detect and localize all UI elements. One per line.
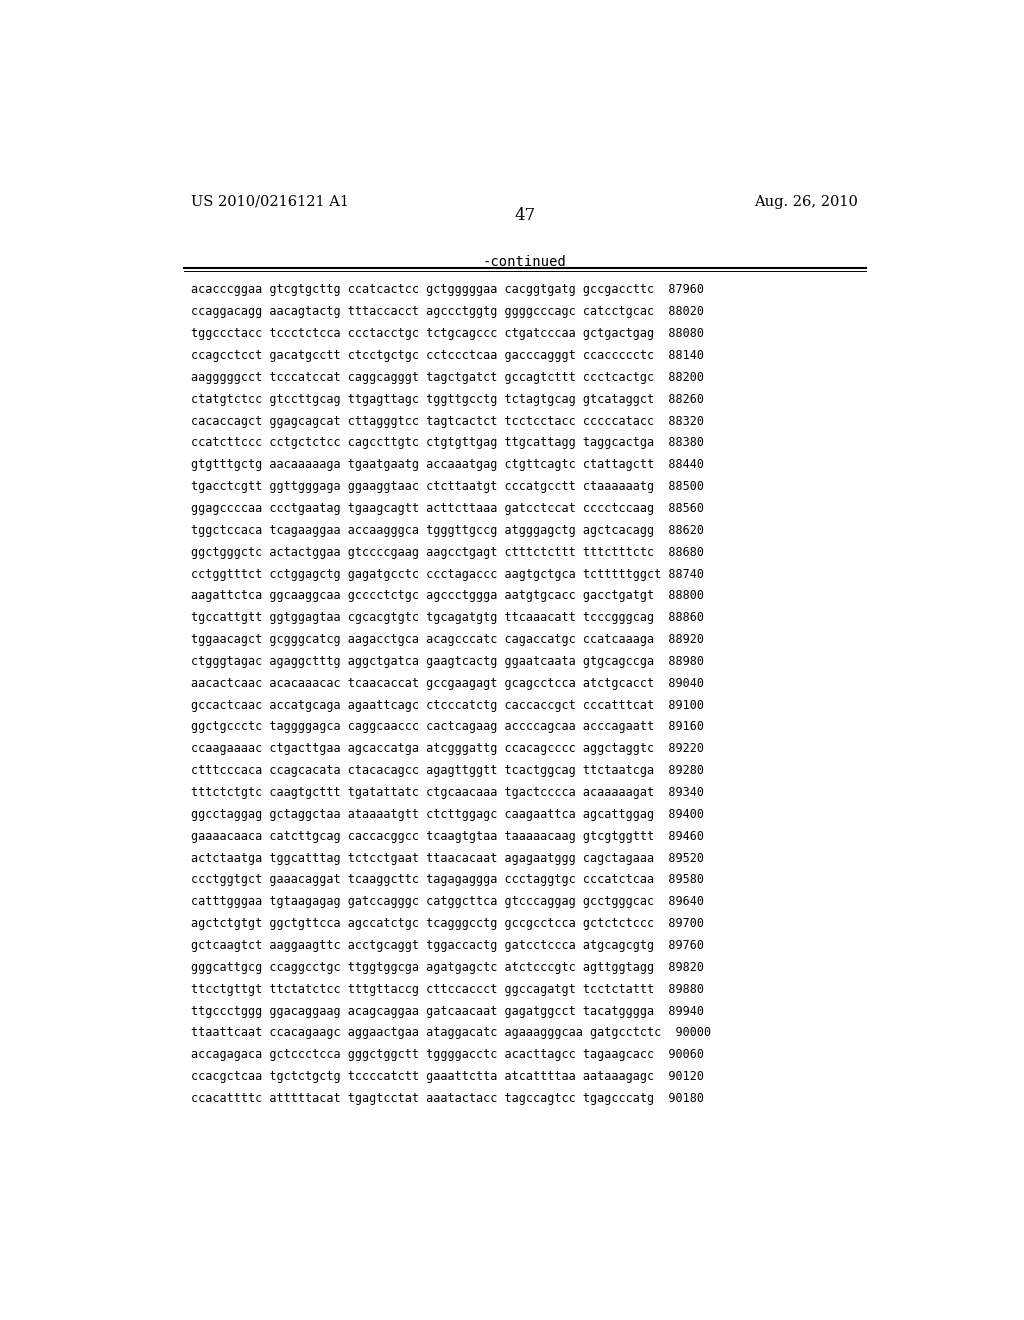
Text: ctttcccaca ccagcacata ctacacagcc agagttggtt tcactggcag ttctaatcga  89280: ctttcccaca ccagcacata ctacacagcc agagttg… (191, 764, 705, 777)
Text: ccaagaaaac ctgacttgaa agcaccatga atcgggattg ccacagcccc aggctaggtc  89220: ccaagaaaac ctgacttgaa agcaccatga atcggga… (191, 742, 705, 755)
Text: actctaatga tggcatttag tctcctgaat ttaacacaat agagaatggg cagctagaaa  89520: actctaatga tggcatttag tctcctgaat ttaacac… (191, 851, 705, 865)
Text: tgacctcgtt ggttgggaga ggaaggtaac ctcttaatgt cccatgcctt ctaaaaaatg  88500: tgacctcgtt ggttgggaga ggaaggtaac ctcttaa… (191, 480, 705, 494)
Text: gctcaagtct aaggaagttc acctgcaggt tggaccactg gatcctccca atgcagcgtg  89760: gctcaagtct aaggaagttc acctgcaggt tggacca… (191, 939, 705, 952)
Text: tttctctgtc caagtgcttt tgatattatc ctgcaacaaa tgactcccca acaaaaagat  89340: tttctctgtc caagtgcttt tgatattatc ctgcaac… (191, 785, 705, 799)
Text: acacccggaa gtcgtgcttg ccatcactcc gctgggggaa cacggtgatg gccgaccttc  87960: acacccggaa gtcgtgcttg ccatcactcc gctgggg… (191, 284, 705, 297)
Text: ttgccctggg ggacaggaag acagcaggaa gatcaacaat gagatggcct tacatgggga  89940: ttgccctggg ggacaggaag acagcaggaa gatcaac… (191, 1005, 705, 1018)
Text: ggagccccaa ccctgaatag tgaagcagtt acttcttaaa gatcctccat cccctccaag  88560: ggagccccaa ccctgaatag tgaagcagtt acttctt… (191, 502, 705, 515)
Text: ccagcctcct gacatgcctt ctcctgctgc cctccctcaa gacccagggt ccaccccctc  88140: ccagcctcct gacatgcctt ctcctgctgc cctccct… (191, 348, 705, 362)
Text: catttgggaa tgtaagagag gatccagggc catggcttca gtcccaggag gcctgggcac  89640: catttgggaa tgtaagagag gatccagggc catggct… (191, 895, 705, 908)
Text: gccactcaac accatgcaga agaattcagc ctcccatctg caccaccgct cccatttcat  89100: gccactcaac accatgcaga agaattcagc ctcccat… (191, 698, 705, 711)
Text: gtgtttgctg aacaaaaaga tgaatgaatg accaaatgag ctgttcagtc ctattagctt  88440: gtgtttgctg aacaaaaaga tgaatgaatg accaaat… (191, 458, 705, 471)
Text: ccatcttccc cctgctctcc cagccttgtc ctgtgttgag ttgcattagg taggcactga  88380: ccatcttccc cctgctctcc cagccttgtc ctgtgtt… (191, 437, 705, 449)
Text: tggaacagct gcgggcatcg aagacctgca acagcccatc cagaccatgc ccatcaaaga  88920: tggaacagct gcgggcatcg aagacctgca acagccc… (191, 634, 705, 645)
Text: aacactcaac acacaaacac tcaacaccat gccgaagagt gcagcctcca atctgcacct  89040: aacactcaac acacaaacac tcaacaccat gccgaag… (191, 677, 705, 690)
Text: ccacgctcaa tgctctgctg tccccatctt gaaattctta atcattttaa aataaagagc  90120: ccacgctcaa tgctctgctg tccccatctt gaaattc… (191, 1071, 705, 1084)
Text: aagattctca ggcaaggcaa gcccctctgc agccctggga aatgtgcacc gacctgatgt  88800: aagattctca ggcaaggcaa gcccctctgc agccctg… (191, 589, 705, 602)
Text: tggctccaca tcagaaggaa accaagggca tgggttgccg atgggagctg agctcacagg  88620: tggctccaca tcagaaggaa accaagggca tgggttg… (191, 524, 705, 537)
Text: US 2010/0216121 A1: US 2010/0216121 A1 (191, 195, 349, 209)
Text: tgccattgtt ggtggagtaa cgcacgtgtc tgcagatgtg ttcaaacatt tcccgggcag  88860: tgccattgtt ggtggagtaa cgcacgtgtc tgcagat… (191, 611, 705, 624)
Text: ccctggtgct gaaacaggat tcaaggcttc tagagaggga ccctaggtgc cccatctcaa  89580: ccctggtgct gaaacaggat tcaaggcttc tagagag… (191, 874, 705, 887)
Text: gggcattgcg ccaggcctgc ttggtggcga agatgagctc atctcccgtc agttggtagg  89820: gggcattgcg ccaggcctgc ttggtggcga agatgag… (191, 961, 705, 974)
Text: Aug. 26, 2010: Aug. 26, 2010 (755, 195, 858, 209)
Text: ccaggacagg aacagtactg tttaccacct agccctggtg ggggcccagc catcctgcac  88020: ccaggacagg aacagtactg tttaccacct agccctg… (191, 305, 705, 318)
Text: ttaattcaat ccacagaagc aggaactgaa ataggacatc agaaagggcaa gatgcctctc  90000: ttaattcaat ccacagaagc aggaactgaa ataggac… (191, 1027, 712, 1039)
Text: ccacattttc atttttacat tgagtcctat aaatactacc tagccagtcc tgagcccatg  90180: ccacattttc atttttacat tgagtcctat aaatact… (191, 1092, 705, 1105)
Text: aagggggcct tcccatccat caggcagggt tagctgatct gccagtcttt ccctcactgc  88200: aagggggcct tcccatccat caggcagggt tagctga… (191, 371, 705, 384)
Text: cacaccagct ggagcagcat cttagggtcc tagtcactct tcctcctacc cccccatacc  88320: cacaccagct ggagcagcat cttagggtcc tagtcac… (191, 414, 705, 428)
Text: 47: 47 (514, 207, 536, 224)
Text: ggctgccctc taggggagca caggcaaccc cactcagaag accccagcaa acccagaatt  89160: ggctgccctc taggggagca caggcaaccc cactcag… (191, 721, 705, 734)
Text: accagagaca gctccctcca gggctggctt tggggacctc acacttagcc tagaagcacc  90060: accagagaca gctccctcca gggctggctt tggggac… (191, 1048, 705, 1061)
Text: -continued: -continued (483, 255, 566, 269)
Text: ctatgtctcc gtccttgcag ttgagttagc tggttgcctg tctagtgcag gtcataggct  88260: ctatgtctcc gtccttgcag ttgagttagc tggttgc… (191, 392, 705, 405)
Text: gaaaacaaca catcttgcag caccacggcc tcaagtgtaa taaaaacaag gtcgtggttt  89460: gaaaacaaca catcttgcag caccacggcc tcaagtg… (191, 830, 705, 842)
Text: agctctgtgt ggctgttcca agccatctgc tcagggcctg gccgcctcca gctctctccc  89700: agctctgtgt ggctgttcca agccatctgc tcagggc… (191, 917, 705, 931)
Text: cctggtttct cctggagctg gagatgcctc ccctagaccc aagtgctgca tctttttggct 88740: cctggtttct cctggagctg gagatgcctc ccctaga… (191, 568, 705, 581)
Text: ctgggtagac agaggctttg aggctgatca gaagtcactg ggaatcaata gtgcagccga  88980: ctgggtagac agaggctttg aggctgatca gaagtca… (191, 655, 705, 668)
Text: ggctgggctc actactggaa gtccccgaag aagcctgagt ctttctcttt tttctttctc  88680: ggctgggctc actactggaa gtccccgaag aagcctg… (191, 545, 705, 558)
Text: ttcctgttgt ttctatctcc tttgttaccg cttccaccct ggccagatgt tcctctattt  89880: ttcctgttgt ttctatctcc tttgttaccg cttccac… (191, 982, 705, 995)
Text: ggcctaggag gctaggctaa ataaaatgtt ctcttggagc caagaattca agcattggag  89400: ggcctaggag gctaggctaa ataaaatgtt ctcttgg… (191, 808, 705, 821)
Text: tggccctacc tccctctcca ccctacctgc tctgcagccc ctgatcccaa gctgactgag  88080: tggccctacc tccctctcca ccctacctgc tctgcag… (191, 327, 705, 341)
